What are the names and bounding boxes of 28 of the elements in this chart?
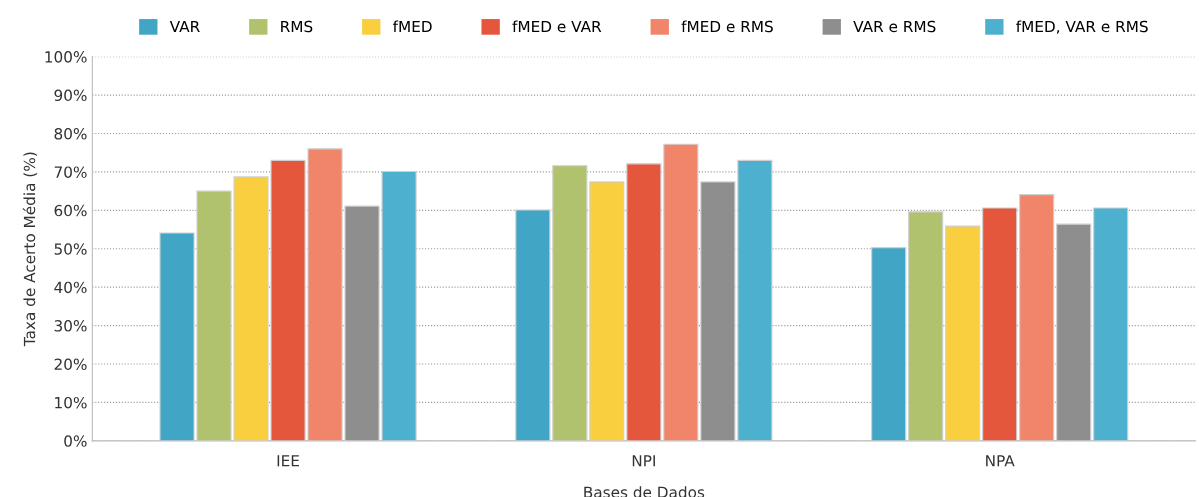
bar xyxy=(871,247,907,441)
bar xyxy=(1093,207,1129,441)
y-tick-label: 80% xyxy=(54,127,87,140)
y-tick-label: 30% xyxy=(54,320,87,332)
legend-label: fMED e RMS xyxy=(681,20,773,33)
y-tick-label: 40% xyxy=(54,281,87,294)
y-tick-label: 50% xyxy=(54,243,87,255)
y-tick-label: 10% xyxy=(55,396,87,409)
legend-label: fMED, VAR e RMS xyxy=(1016,20,1148,34)
y-tick-label: 20% xyxy=(54,358,87,371)
y-tick-label: 0% xyxy=(64,435,87,447)
x-tick-label: IEE xyxy=(277,455,299,467)
bar xyxy=(982,207,1018,441)
legend-label: fMED xyxy=(392,20,432,33)
y-tick-label: 90% xyxy=(54,89,87,102)
legend-label: RMS xyxy=(281,20,313,33)
x-tick-label: NPI xyxy=(632,455,655,467)
bar xyxy=(908,211,944,441)
y-tick-label: 100% xyxy=(45,51,87,63)
bar xyxy=(1019,194,1055,441)
legend-label: fMED e VAR xyxy=(512,20,602,33)
bar xyxy=(945,225,981,441)
y-axis-title: Taxa de Acerto Média (%) xyxy=(22,152,38,347)
y-tick-label: 60% xyxy=(54,204,87,217)
y-tick-label: 70% xyxy=(54,166,87,178)
x-tick-label: NPA xyxy=(986,455,1015,467)
legend-label: VAR xyxy=(169,20,200,33)
legend-label: VAR e RMS xyxy=(853,20,936,33)
